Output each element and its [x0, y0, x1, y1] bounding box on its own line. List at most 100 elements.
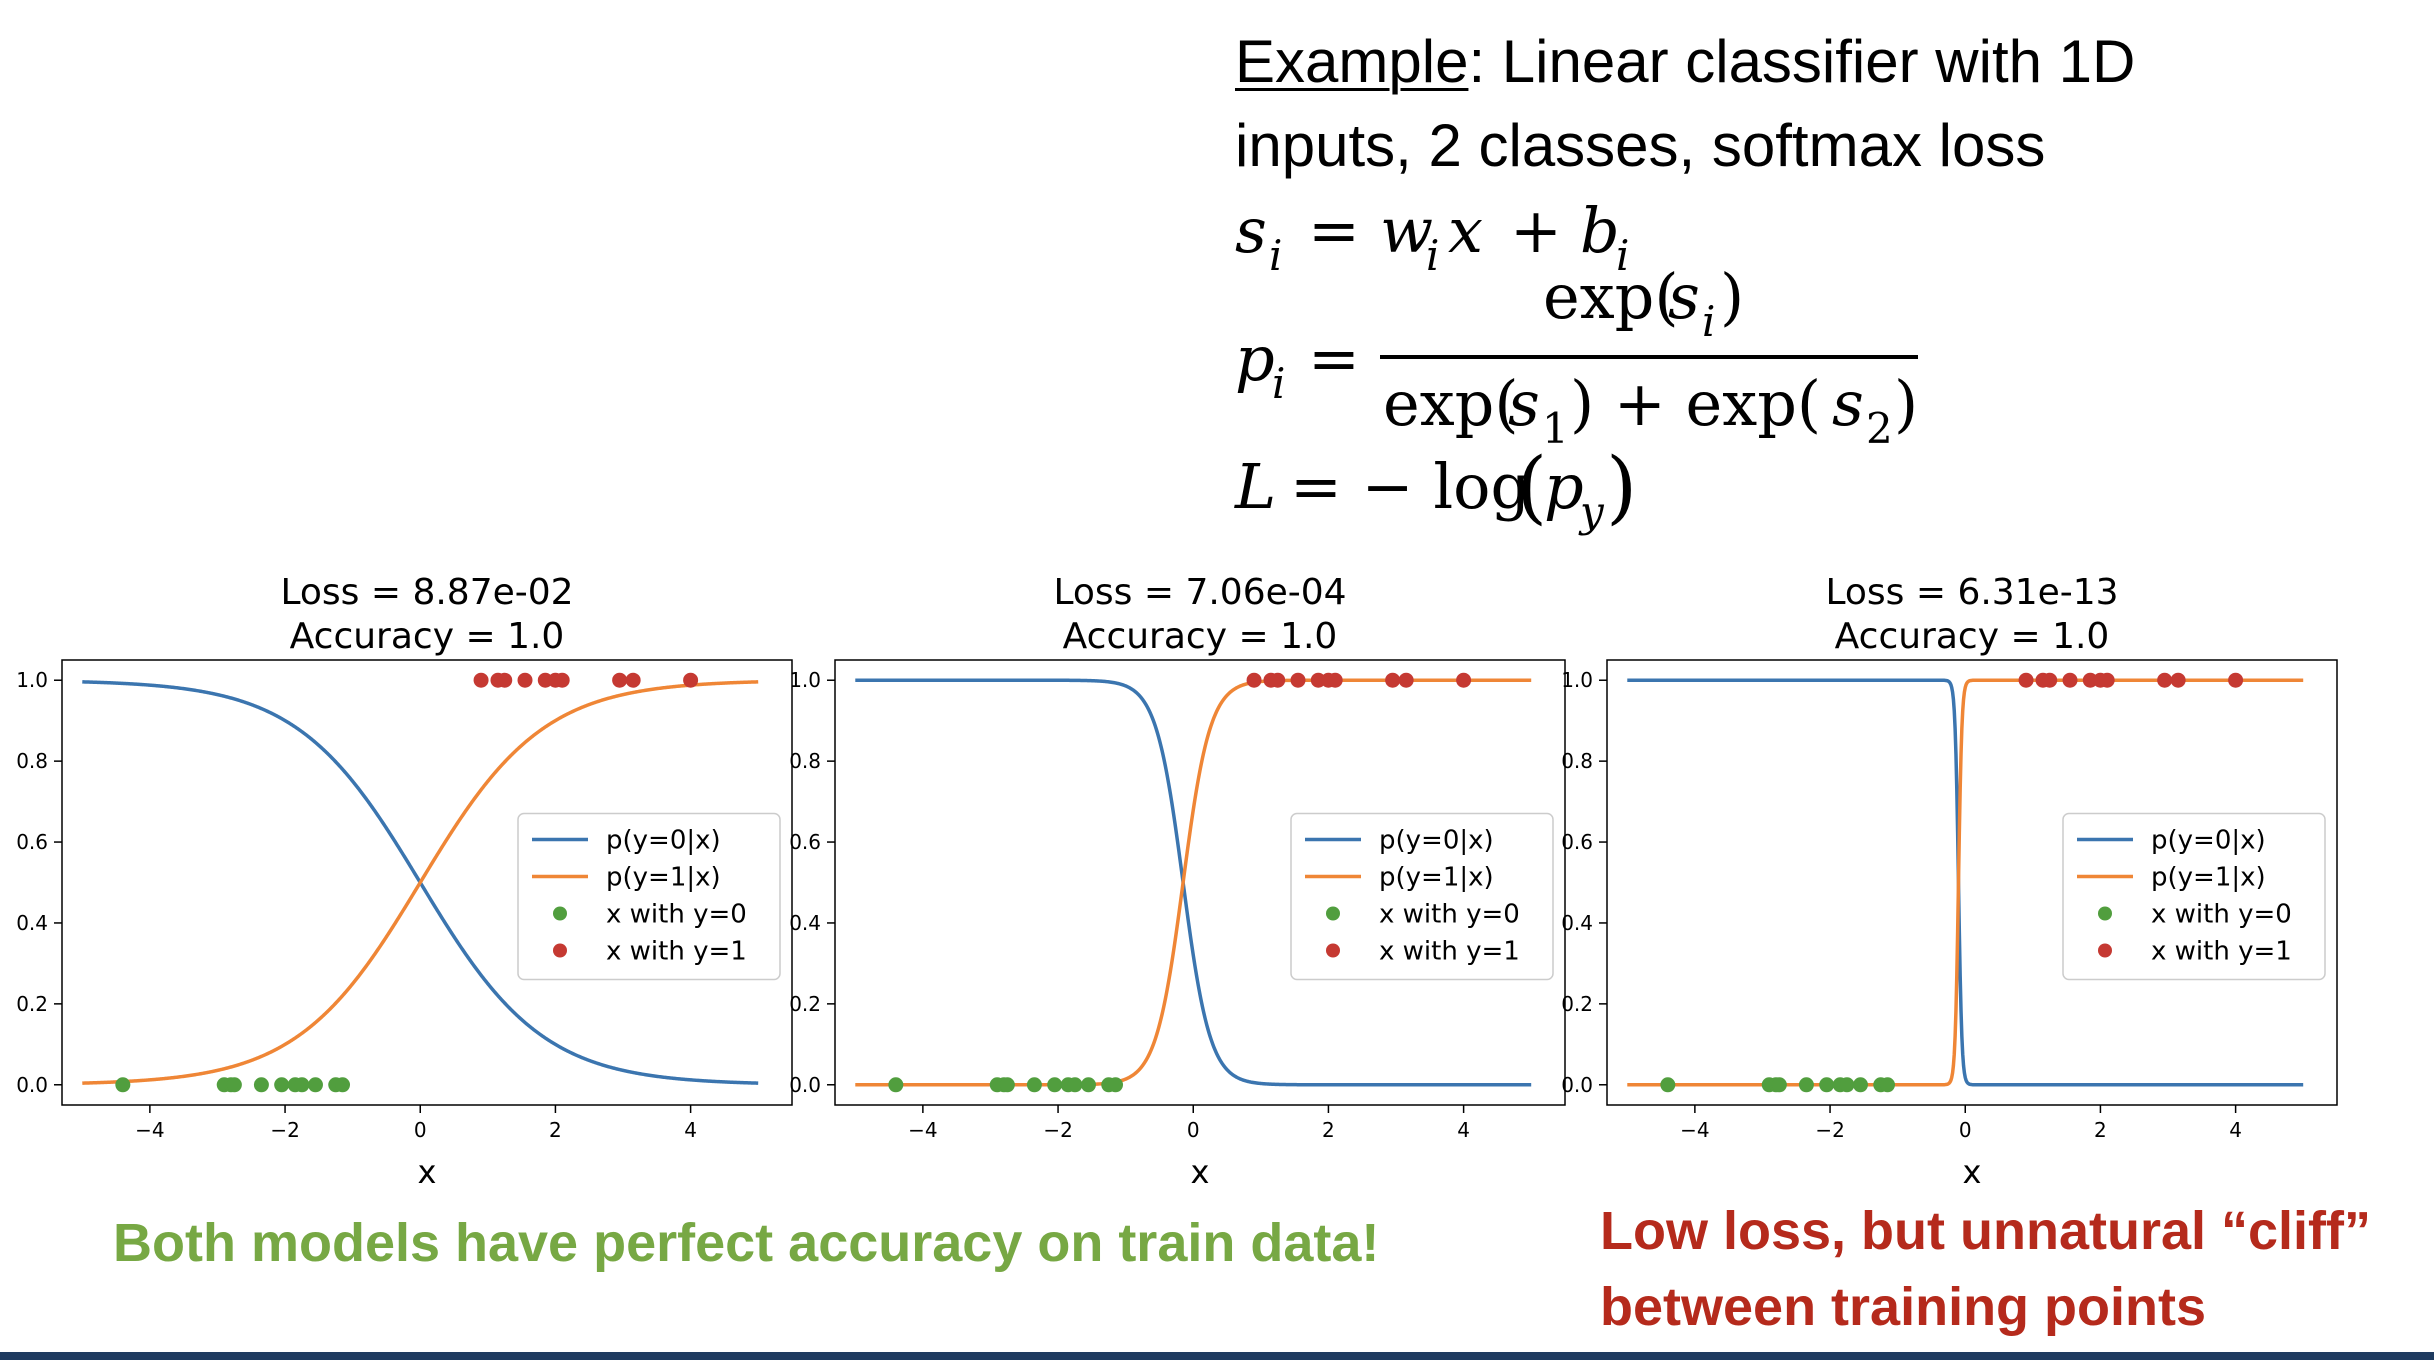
y-tick-label: 0.2 — [1561, 992, 1593, 1016]
data-point — [2018, 672, 2034, 688]
x-tick-label: 0 — [414, 1118, 427, 1142]
chart-title-line: Loss = 7.06e-04 — [1053, 572, 1346, 613]
data-point — [294, 1077, 310, 1093]
y-tick-label: 1.0 — [1561, 668, 1593, 692]
legend-box — [2062, 812, 2326, 981]
series-line — [1627, 678, 2304, 1087]
eq-prob-eq: = — [1308, 322, 1360, 395]
eq-prob-den-close: ) — [1894, 367, 1918, 440]
data-point — [625, 672, 641, 688]
data-point — [1067, 1077, 1083, 1093]
legend-label: p(y=1|x) — [2151, 863, 2266, 893]
data-point — [1398, 672, 1414, 688]
x-axis-label: x — [1191, 1153, 1210, 1191]
data-point — [226, 1077, 242, 1093]
y-tick-label: 0.4 — [789, 911, 821, 935]
legend: p(y=0|x) p(y=1|x) x with y=0 x with y=1 — [517, 812, 781, 981]
loss-equation: L = − log ( p y ) — [1234, 440, 1637, 536]
eq-loss-close: ) — [1606, 440, 1637, 533]
eq-score-plus: + — [1510, 194, 1562, 267]
legend-label: p(y=0|x) — [2151, 826, 2266, 856]
legend-dot-swatch — [2098, 943, 2112, 958]
data-point — [335, 1077, 351, 1093]
data-point — [1290, 672, 1306, 688]
data-point — [1270, 672, 1286, 688]
example-heading: Example: Linear classifier with 1D input… — [1235, 20, 2385, 188]
y-tick-label: 0.8 — [1561, 749, 1593, 773]
legend-box — [517, 812, 781, 981]
data-point — [554, 672, 570, 688]
data-point — [2228, 672, 2244, 688]
red-note-line-2: between training points — [1600, 1277, 2207, 1337]
data-point — [1880, 1077, 1896, 1093]
data-point — [683, 672, 699, 688]
data-point — [1456, 672, 1472, 688]
data-point — [2099, 672, 2115, 688]
series-line — [855, 678, 1532, 1087]
y-tick-label: 0.0 — [789, 1073, 821, 1097]
data-point — [517, 672, 533, 688]
data-point — [1852, 1077, 1868, 1093]
plot-frame — [1606, 659, 2338, 1106]
legend-dot-swatch — [553, 906, 567, 921]
y-tick-label: 0.2 — [16, 992, 48, 1016]
data-point — [307, 1077, 323, 1093]
data-point — [612, 672, 628, 688]
y-tick-label: 0.0 — [1561, 1073, 1593, 1097]
y-tick-label: 0.6 — [789, 830, 821, 854]
legend-label: x with y=0 — [606, 900, 747, 930]
x-tick-label: −4 — [908, 1118, 937, 1142]
legend-label: x with y=1 — [1379, 937, 1520, 967]
fraction-bar — [1380, 355, 1918, 359]
eq-loss-open: ( — [1516, 440, 1547, 533]
chart-title-line: Accuracy = 1.0 — [1835, 616, 2110, 657]
legend-label: x with y=1 — [2151, 937, 2292, 967]
data-point — [115, 1077, 131, 1093]
x-tick-label: 4 — [1457, 1118, 1470, 1142]
red-note-line-1: Low loss, but unnatural “cliff” — [1600, 1201, 2372, 1261]
eq-prob-den1-var: s — [1508, 367, 1540, 440]
eq-prob-den-mid: ) + exp( — [1570, 367, 1821, 440]
legend: p(y=0|x) p(y=1|x) x with y=0 x with y=1 — [2062, 812, 2326, 981]
data-point — [1327, 672, 1343, 688]
eq-score-lhs-sub: i — [1269, 231, 1282, 280]
eq-score-w: w — [1380, 194, 1433, 267]
green-note: Both models have perfect accuracy on tra… — [113, 1213, 1380, 1273]
score-equation: s i = w i x + b i — [1235, 194, 1629, 280]
legend-label: p(y=1|x) — [606, 863, 721, 893]
legend-label: p(y=0|x) — [606, 826, 721, 856]
data-point — [2062, 672, 2078, 688]
data-point — [1385, 672, 1401, 688]
y-tick-label: 0.6 — [1561, 830, 1593, 854]
legend-label: p(y=1|x) — [1379, 863, 1494, 893]
x-tick-label: −4 — [1680, 1118, 1709, 1142]
eq-loss-sub: y — [1578, 487, 1605, 536]
data-point — [1798, 1077, 1814, 1093]
x-tick-label: 2 — [549, 1118, 562, 1142]
legend: p(y=0|x) p(y=1|x) x with y=0 x with y=1 — [1290, 812, 1554, 981]
bottom-rule — [0, 1352, 2434, 1360]
series-line — [855, 678, 1532, 1087]
data-point — [1771, 1077, 1787, 1093]
data-point — [497, 672, 513, 688]
y-tick-label: 0.4 — [16, 911, 48, 935]
example-label: Example — [1235, 28, 1469, 95]
eq-score-b-sub: i — [1616, 231, 1629, 280]
eq-score-w-sub: i — [1426, 231, 1439, 280]
data-point — [999, 1077, 1015, 1093]
x-tick-label: 0 — [1187, 1118, 1200, 1142]
eq-prob-den1-sub: 1 — [1542, 404, 1569, 453]
heading-line-2: inputs, 2 classes, softmax loss — [1235, 112, 2046, 179]
legend-box — [1290, 812, 1554, 981]
y-tick-label: 1.0 — [16, 668, 48, 692]
data-point — [2157, 672, 2173, 688]
x-tick-label: 4 — [2229, 1118, 2242, 1142]
x-tick-label: 2 — [1322, 1118, 1335, 1142]
x-tick-label: 2 — [2094, 1118, 2107, 1142]
plot-frame — [61, 659, 793, 1106]
y-tick-label: 1.0 — [789, 668, 821, 692]
eq-prob-lhs-sub: i — [1272, 359, 1285, 408]
eq-score-lhs: s — [1235, 194, 1267, 267]
eq-prob-den2-var: s — [1832, 367, 1864, 440]
data-point — [1819, 1077, 1835, 1093]
